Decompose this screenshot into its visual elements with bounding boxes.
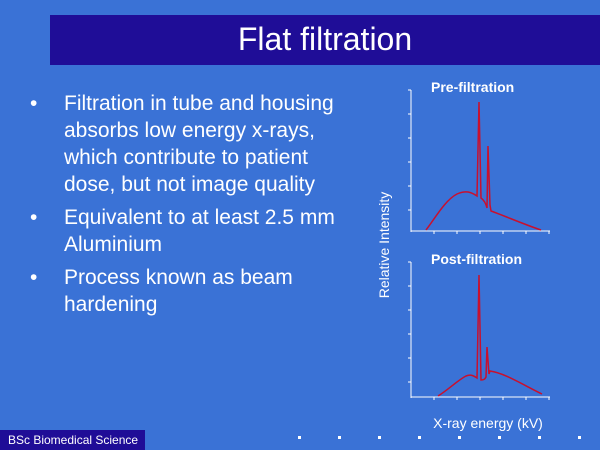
footer-dot [378,436,381,439]
post-filtration-curve [437,274,543,397]
bullet-marker: • [30,266,38,289]
bullet-text: Process known as beam hardening [64,266,293,316]
bullet-marker: • [30,92,38,115]
footer-dot [418,436,421,439]
bullet-marker: • [30,206,38,229]
footer-dot [338,436,341,439]
bullet-text: Equivalent to at least 2.5 mm Aluminium [64,206,335,256]
pre-filtration-curve [425,101,542,231]
footer-dot [498,436,501,439]
bullet-item: • Equivalent to at least 2.5 mm Aluminiu… [30,204,340,258]
footer-dot [578,436,581,439]
bullet-item: • Filtration in tube and housing absorbs… [30,90,340,198]
footer-dot [298,436,301,439]
footer-label: BSc Biomedical Science [0,430,145,450]
y-axis-label: Relative Intensity [376,192,392,299]
bullet-list: • Filtration in tube and housing absorbs… [30,90,340,324]
post-filtration-title: Post-filtration [431,251,522,267]
x-axis-label: X-ray energy (kV) [433,415,543,431]
title-bar: Flat filtration [50,15,600,65]
footer-dot [538,436,541,439]
bullet-text: Filtration in tube and housing absorbs l… [64,92,334,196]
pre-filtration-panel: Pre-filtration [408,79,550,234]
footer-dot [458,436,461,439]
bullet-item: • Process known as beam hardening [30,264,340,318]
pre-filtration-title: Pre-filtration [431,79,514,95]
slide-title: Flat filtration [237,21,413,57]
post-filtration-panel: Post-filtration [408,251,550,400]
